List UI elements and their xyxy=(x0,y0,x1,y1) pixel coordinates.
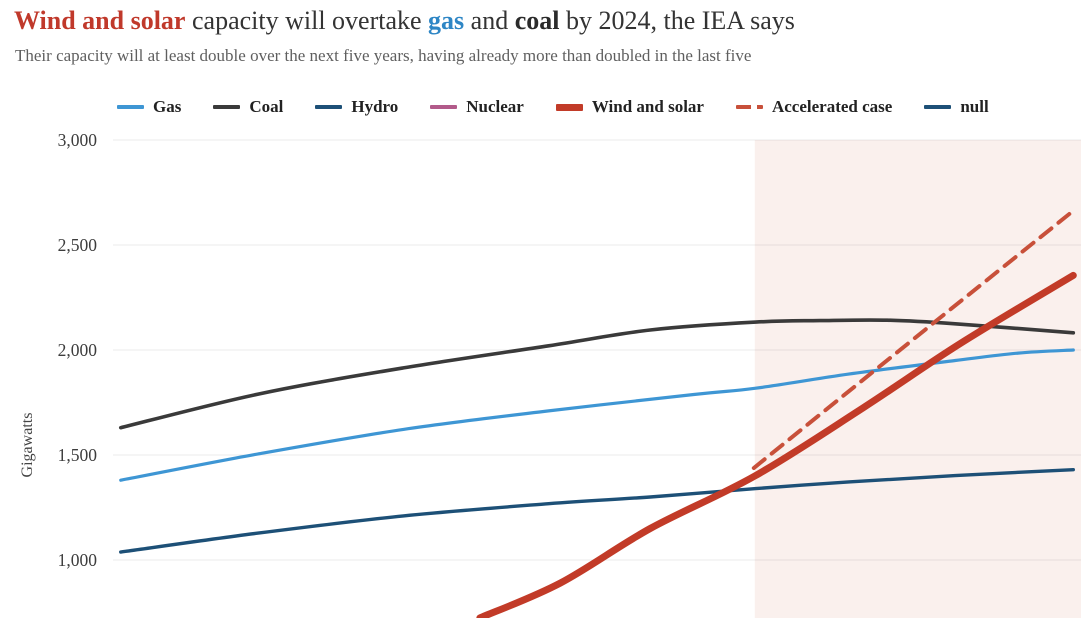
series-line-gas xyxy=(119,348,1075,482)
legend-label-hydro: Hydro xyxy=(351,97,399,116)
legend-label-accelerated-case: Accelerated case xyxy=(771,97,893,116)
title-segment-0: Wind and solar xyxy=(14,6,186,35)
legend-item-null: null xyxy=(924,96,989,118)
legend-swatch-hydro xyxy=(315,105,343,109)
legend-swatch-accelerated-case xyxy=(735,105,763,109)
legend-item-gas: Gas xyxy=(117,96,181,118)
legend-item-accelerated-case: Accelerated case xyxy=(735,96,893,118)
legend-swatch-nuclear xyxy=(430,105,458,109)
series-line-hydro xyxy=(119,468,1075,554)
title-segment-3: and xyxy=(464,6,515,35)
y-tick-label-1500: 1,500 xyxy=(57,445,97,465)
series-line-coal xyxy=(118,318,1076,430)
legend-item-coal: Coal xyxy=(213,96,283,118)
legend-label-coal: Coal xyxy=(249,97,284,116)
legend-item-hydro: Hydro xyxy=(315,96,398,118)
y-tick-label-2500: 2,500 xyxy=(57,235,97,255)
legend-label-gas: Gas xyxy=(153,97,182,116)
legend-swatch-wind-and-solar xyxy=(555,103,583,111)
title-segment-1: capacity will overtake xyxy=(185,6,429,35)
series-line-accelerated-case xyxy=(751,211,1072,471)
legend-label-null: null xyxy=(960,97,989,116)
legend-label-nuclear: Nuclear xyxy=(466,97,524,116)
y-tick-label-1000: 1,000 xyxy=(57,550,97,570)
y-tick-label-2000: 2,000 xyxy=(57,340,97,360)
title-segment-5: by 2024, the IEA says xyxy=(559,6,795,35)
legend-item-wind-and-solar: Wind and solar xyxy=(555,96,704,118)
series-line-wind-and-solar xyxy=(476,271,1077,618)
y-tick-label-3000: 3,000 xyxy=(57,130,97,150)
legend-label-wind-and-solar: Wind and solar xyxy=(591,97,704,116)
chart-title: Wind and solar capacity will overtake ga… xyxy=(14,6,795,36)
legend-swatch-coal xyxy=(213,105,241,109)
legend-swatch-gas xyxy=(117,105,144,109)
chart-subtitle: Their capacity will at least double over… xyxy=(15,46,752,65)
title-segment-2: gas xyxy=(428,6,465,35)
title-segment-4: coal xyxy=(514,6,560,35)
chart-legend: Gas Coal Hydro Nuclear Wind and solar Acceler… xyxy=(117,96,989,118)
legend-item-nuclear: Nuclear xyxy=(430,96,524,118)
forecast-band xyxy=(754,140,1081,618)
legend-swatch-null xyxy=(924,105,952,109)
